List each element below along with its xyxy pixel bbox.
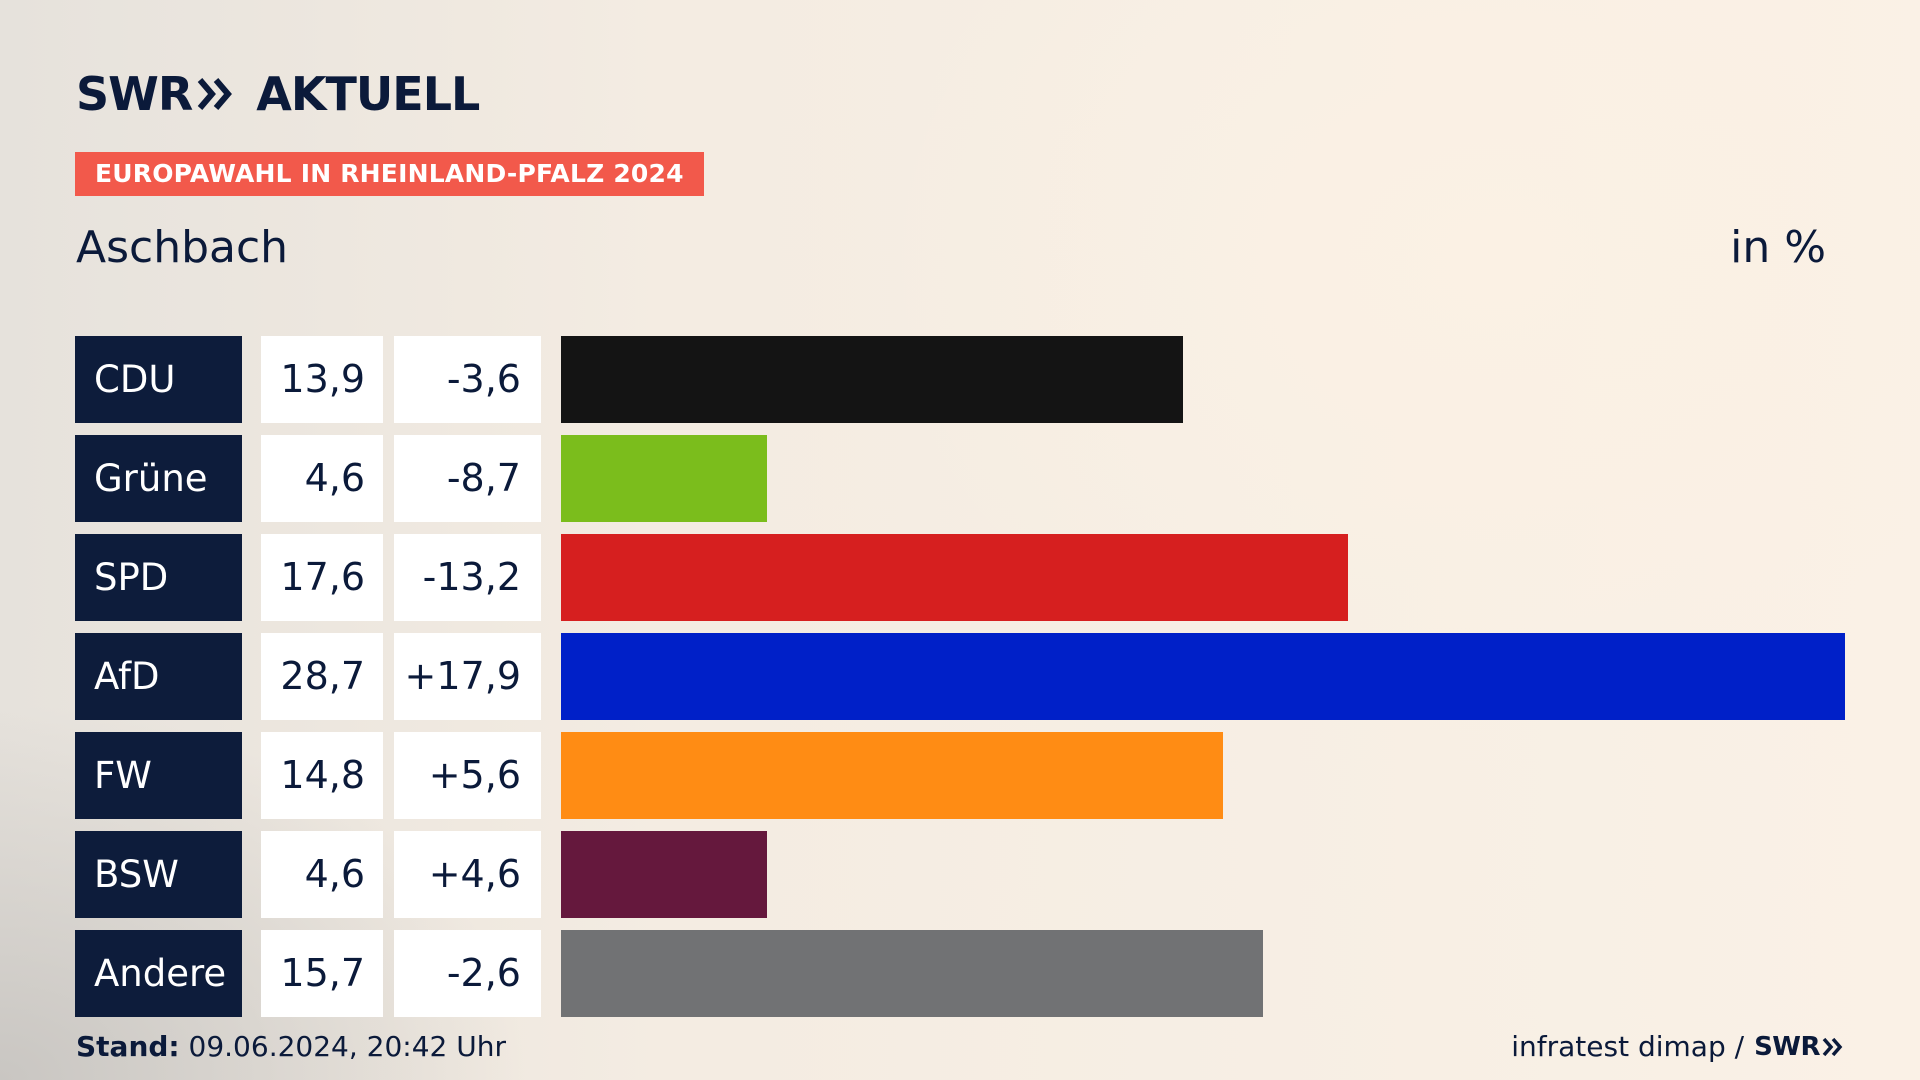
party-label: SPD [75, 534, 242, 621]
vote-change-value: +4,6 [394, 831, 541, 918]
result-row: Grüne 4,6 -8,7 [75, 435, 1845, 522]
vote-change-value: +5,6 [394, 732, 541, 819]
result-bar [561, 831, 767, 918]
vote-change-value: -2,6 [394, 930, 541, 1017]
vote-change-value: -3,6 [394, 336, 541, 423]
result-row: AfD 28,7 +17,9 [75, 633, 1845, 720]
result-row: BSW 4,6 +4,6 [75, 831, 1845, 918]
vote-share-value: 14,8 [261, 732, 383, 819]
result-bar [561, 336, 1183, 423]
result-bar [561, 930, 1263, 1017]
double-chevron-right-icon [198, 78, 233, 110]
result-bar [561, 534, 1348, 621]
source-brand: SWR [1754, 1032, 1844, 1062]
vote-share-value: 4,6 [261, 831, 383, 918]
result-row: FW 14,8 +5,6 [75, 732, 1845, 819]
stand-value: 09.06.2024, 20:42 Uhr [188, 1030, 506, 1063]
vote-change-value: +17,9 [394, 633, 541, 720]
result-bar [561, 732, 1223, 819]
double-chevron-right-icon [1822, 1037, 1843, 1056]
vote-change-value: -13,2 [394, 534, 541, 621]
region-title: Aschbach [76, 222, 289, 273]
result-bar [561, 435, 767, 522]
vote-share-value: 15,7 [261, 930, 383, 1017]
vote-share-value: 28,7 [261, 633, 383, 720]
unit-label: in % [1730, 222, 1826, 273]
result-bar [561, 633, 1845, 720]
party-label: BSW [75, 831, 242, 918]
party-label: Andere [75, 930, 242, 1017]
logo-swr-text: SWR [76, 67, 193, 121]
stand-label: Stand: [76, 1030, 180, 1063]
result-row: CDU 13,9 -3,6 [75, 336, 1845, 423]
vote-change-value: -8,7 [394, 435, 541, 522]
vote-share-value: 17,6 [261, 534, 383, 621]
swr-aktuell-logo: SWR AKTUELL [76, 66, 480, 122]
election-tag: EUROPAWAHL IN RHEINLAND-PFALZ 2024 [75, 152, 704, 196]
vote-share-value: 13,9 [261, 336, 383, 423]
result-row: SPD 17,6 -13,2 [75, 534, 1845, 621]
party-label: Grüne [75, 435, 242, 522]
logo-aktuell-text: AKTUELL [256, 67, 480, 121]
party-label: FW [75, 732, 242, 819]
result-row: Andere 15,7 -2,6 [75, 930, 1845, 1017]
party-label: CDU [75, 336, 242, 423]
party-label: AfD [75, 633, 242, 720]
source-credit: infratest dimap / SWR [1511, 1030, 1844, 1063]
source-text: infratest dimap / [1511, 1030, 1745, 1063]
source-brand-text: SWR [1754, 1031, 1820, 1062]
vote-share-value: 4,6 [261, 435, 383, 522]
timestamp: Stand: 09.06.2024, 20:42 Uhr [76, 1030, 506, 1063]
